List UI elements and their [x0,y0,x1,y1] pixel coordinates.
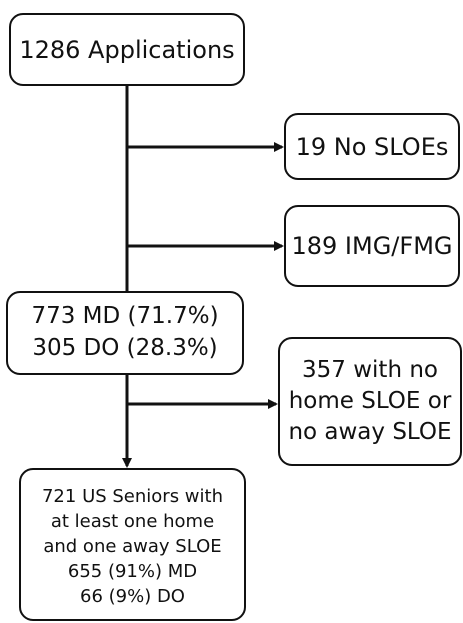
final-line-1: 721 US Seniors with [41,485,223,507]
applications-label: 1286 Applications [19,35,235,64]
img-fmg-label: 189 IMG/FMG [291,232,453,260]
do-count-label: 305 DO (28.3%) [32,335,218,361]
excluded-line-3: no away SLOE [288,419,452,446]
md-count-label: 773 MD (71.7%) [31,303,219,330]
final-line-3: and one away SLOE [43,535,222,557]
final-line-4: 655 (91%) MD [67,561,198,583]
applications-box: 1286 Applications [9,13,245,86]
no-sloes-box: 19 No SLOEs [284,113,460,180]
excluded-line-2: home SLOE or [288,387,452,414]
no-sloes-label: 19 No SLOEs [295,132,449,161]
img-fmg-box: 189 IMG/FMG [284,205,460,287]
md-do-box: 773 MD (71.7%) 305 DO (28.3%) [6,291,244,375]
excluded-line-1: 357 with no [302,356,438,383]
final-line-2: at least one home [50,510,215,532]
final-line-5: 66 (9%) DO [80,586,185,608]
final-cohort-box: 721 US Seniors with at least one home an… [19,468,246,621]
excluded-sloe-box: 357 with no home SLOE or no away SLOE [278,337,462,466]
